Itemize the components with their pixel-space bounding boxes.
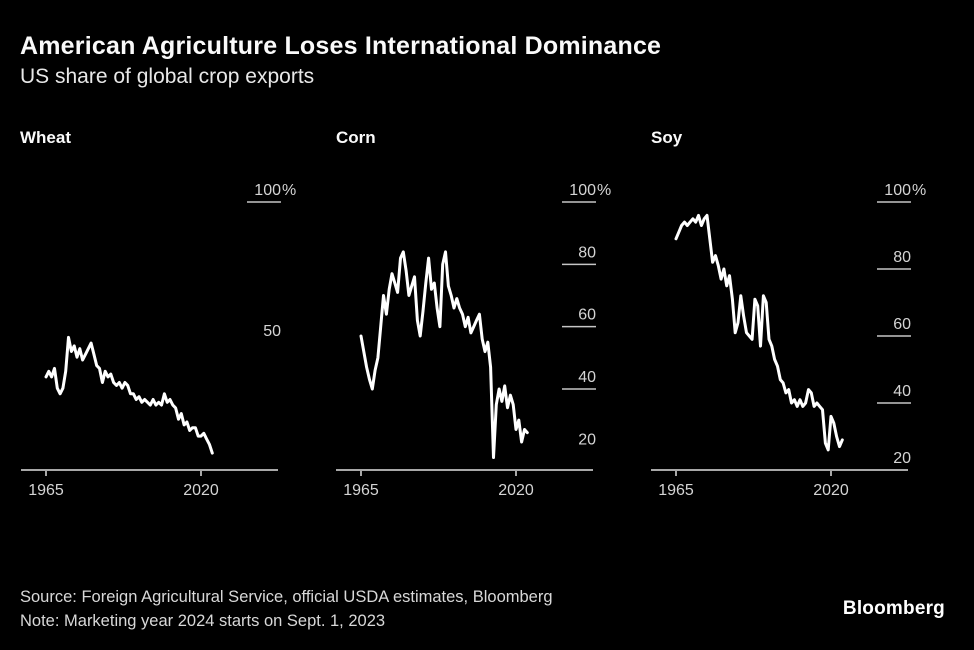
y-axis-percent-sign: % bbox=[597, 182, 611, 199]
y-axis-tick-label: 60 bbox=[893, 316, 911, 333]
x-axis-tick-label: 2020 bbox=[183, 482, 219, 499]
series-line bbox=[44, 335, 214, 455]
x-axis-tick-label: 2020 bbox=[498, 482, 534, 499]
y-axis-tick-label: 100 bbox=[254, 182, 281, 199]
y-axis-tick-label: 40 bbox=[893, 383, 911, 400]
chart-subtitle: US share of global crop exports bbox=[20, 65, 315, 88]
y-axis-tick-label: 100 bbox=[569, 182, 596, 199]
bloomberg-logo: Bloomberg bbox=[842, 598, 945, 619]
y-axis-percent-sign: % bbox=[282, 182, 296, 199]
y-axis-tick-label: 60 bbox=[578, 307, 596, 324]
x-axis-tick-label: 1965 bbox=[28, 482, 64, 499]
panel-title-wheat: Wheat bbox=[20, 128, 71, 147]
y-axis-tick-label: 20 bbox=[578, 431, 596, 448]
soy-line-chart: 100 % 80 60 40 20 1965 2020 bbox=[651, 182, 926, 499]
panel-title-soy: Soy bbox=[651, 128, 683, 147]
y-axis-tick-label: 20 bbox=[893, 450, 911, 467]
y-axis-tick-label: 50 bbox=[263, 323, 281, 340]
source-text: Source: Foreign Agricultural Service, of… bbox=[20, 588, 553, 606]
note-text: Note: Marketing year 2024 starts on Sept… bbox=[20, 612, 386, 630]
y-axis-tick-label: 80 bbox=[578, 244, 596, 261]
y-axis-percent-sign: % bbox=[912, 182, 926, 199]
y-axis-tick-label: 100 bbox=[884, 182, 911, 199]
y-axis-tick-label: 80 bbox=[893, 249, 911, 266]
corn-line-chart: 100 % 80 60 40 20 1965 2020 bbox=[336, 182, 611, 499]
y-axis-tick-label: 40 bbox=[578, 369, 596, 386]
x-axis-tick-label: 1965 bbox=[658, 482, 694, 499]
panel-title-corn: Corn bbox=[336, 128, 376, 147]
series-line bbox=[359, 250, 529, 459]
chart-title: American Agriculture Loses International… bbox=[20, 32, 662, 60]
wheat-line-chart: 100 % 50 1965 2020 bbox=[21, 182, 296, 499]
x-axis-tick-label: 2020 bbox=[813, 482, 849, 499]
x-axis-tick-label: 1965 bbox=[343, 482, 379, 499]
series-line bbox=[674, 213, 844, 452]
